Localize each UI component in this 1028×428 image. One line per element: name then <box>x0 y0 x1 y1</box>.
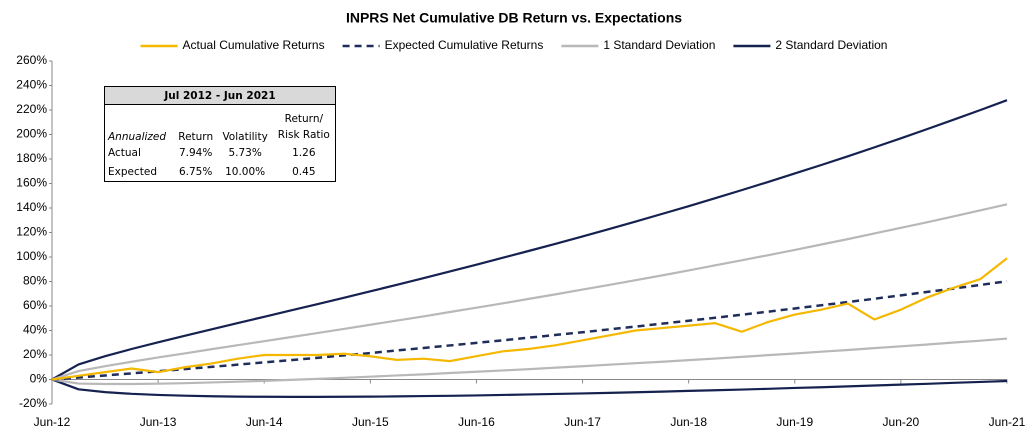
x-tick-label: Jun-16 <box>458 415 495 428</box>
header-cell: Volatility <box>222 131 268 143</box>
x-tick-label: Jun-14 <box>246 415 283 428</box>
y-tick-label: 220% <box>16 102 47 116</box>
y-tick-label: 40% <box>23 323 47 337</box>
legend-label: 2 Standard Deviation <box>775 38 887 52</box>
legend-label: 1 Standard Deviation <box>603 38 715 52</box>
legend-item: 2 Standard Deviation <box>733 38 887 52</box>
cell: 6.75% <box>178 165 213 178</box>
legend-item: 1 Standard Deviation <box>561 38 715 52</box>
header-cell: Return/Risk Ratio <box>273 105 336 144</box>
legend-label: Actual Cumulative Returns <box>183 38 325 52</box>
stats-table: Jul 2012 - Jun 2021 Annualized Return Vo… <box>104 86 336 182</box>
x-tick-label: Jun-12 <box>34 415 71 428</box>
y-tick-label: 100% <box>16 249 47 263</box>
series-lower-line <box>51 337 1008 386</box>
series-line <box>51 280 1008 381</box>
x-tick-label: Jun-19 <box>776 415 813 428</box>
y-tick-label: 0% <box>30 372 48 386</box>
header-line: Risk Ratio <box>277 129 330 141</box>
cell: 0.45 <box>292 165 316 178</box>
cell: 1.26 <box>292 146 316 159</box>
y-tick-label: -20% <box>19 396 47 410</box>
row-label: Actual <box>108 146 141 159</box>
y-tick-label: 140% <box>16 200 47 214</box>
table-title: Jul 2012 - Jun 2021 <box>104 86 336 105</box>
x-tick-label: Jun-17 <box>564 415 601 428</box>
header-text: Annualized <box>108 131 167 143</box>
series-line <box>51 99 1008 381</box>
series-line <box>51 257 1008 381</box>
x-tick-label: Jun-21 <box>989 415 1026 428</box>
y-tick-label: 160% <box>16 176 47 190</box>
legend-item: Actual Cumulative Returns <box>140 38 325 52</box>
cell: 5.73% <box>228 146 262 159</box>
header-cell: Annualized <box>105 105 174 143</box>
cell: 7.94% <box>178 146 213 159</box>
y-tick-label: 120% <box>16 225 47 239</box>
chart-title: INPRS Net Cumulative DB Return vs. Expec… <box>346 10 682 26</box>
x-tick-label: Jun-13 <box>140 415 177 428</box>
series-line <box>51 203 1008 381</box>
x-tick-label: Jun-20 <box>883 415 920 428</box>
y-tick-label: 180% <box>16 151 47 165</box>
header-line: Return/ <box>284 113 324 125</box>
x-tick-label: Jun-18 <box>670 415 707 428</box>
legend-label: Expected Cumulative Returns <box>385 38 544 52</box>
y-tick-label: 60% <box>23 298 47 312</box>
legend: Actual Cumulative Returns Expected Cumula… <box>140 38 887 52</box>
y-tick-label: 20% <box>23 347 47 361</box>
y-tick-label: 240% <box>16 78 47 92</box>
legend-item: Expected Cumulative Returns <box>342 38 544 52</box>
series-lower-line <box>51 378 1008 398</box>
y-tick-label: 200% <box>16 127 47 141</box>
cell: 10.00% <box>225 165 266 178</box>
header-cell: Return <box>178 131 214 143</box>
row-label: Expected <box>108 165 157 178</box>
y-tick-label: 80% <box>23 274 47 288</box>
x-tick-label: Jun-15 <box>352 415 389 428</box>
y-tick-label: 260% <box>16 53 47 67</box>
